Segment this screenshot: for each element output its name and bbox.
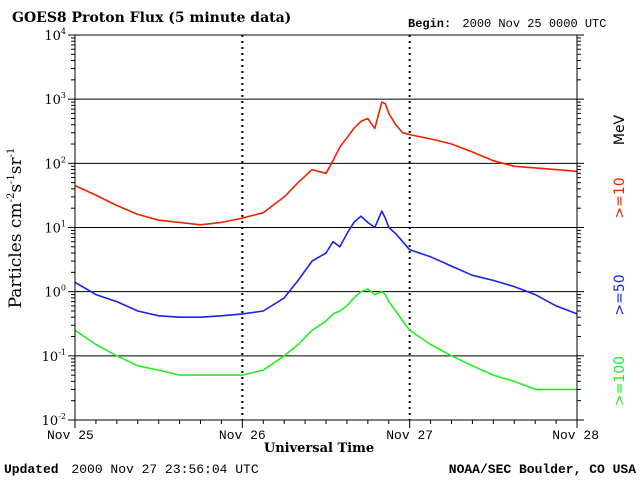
y-tick-label-exp: 0 [61,284,66,293]
y-tick-label-base: 10 [44,157,61,172]
x-tick-label: Nov 27 [386,428,433,443]
series-lines [74,101,578,391]
y-axis-label-exp1: -2 [6,193,17,203]
y-tick-label-exp: 3 [61,91,66,100]
mev-label: MeV [612,114,628,145]
y-tick-label: 10-2 [42,412,66,429]
x-tick-label: Nov 25 [47,428,94,443]
y-tick-label-exp: 1 [61,220,66,229]
x-tick-label: Nov 26 [219,428,266,443]
y-tick-label-exp: -1 [58,348,66,357]
y-tick-label: 103 [44,91,66,108]
legend-ge100: >=100 [612,356,628,406]
y-axis-label-exp2: -1 [6,174,17,184]
series-line-2 [74,210,578,319]
x-tick-labels: Nov 25 Nov 26 Nov 27 Nov 28 [47,428,599,443]
begin-label: Begin: [408,17,451,31]
series-line-3 [74,288,577,391]
footer-updated: Updated 2000 Nov 27 23:56:04 UTC [4,462,259,477]
y-tick-label: 102 [44,155,66,172]
y-axis-label-exp3: -1 [6,148,17,158]
legend-ge10: >=10 [612,177,628,218]
chart-title: GOES8 Proton Flux (5 minute data) [12,10,291,26]
y-tick-label-exp: 4 [61,27,66,36]
y-tick-label-exp: -2 [58,412,66,421]
footer-updated-value: 2000 Nov 27 23:56:04 UTC [71,462,258,477]
footer-updated-label: Updated [4,462,59,477]
y-tick-label-base: 10 [44,222,61,237]
begin-value: 2000 Nov 25 0000 UTC [462,17,606,31]
y-axis-label: Particles cm-2s-1sr-1 [6,148,26,309]
grid-lines [75,35,577,420]
legend-ge50: >=50 [612,274,628,315]
series-line-1 [74,101,578,226]
y-tick-label-base: 10 [42,350,59,365]
y-tick-label-base: 10 [44,93,61,108]
y-tick-label: 10-1 [42,348,66,365]
begin-info: Begin: 2000 Nov 25 0000 UTC [408,17,606,31]
y-tick-label: 104 [44,27,66,44]
y-axis-label-base: Particles cm [6,202,26,308]
y-tick-label-base: 10 [44,29,61,44]
footer-source: NOAA/SEC Boulder, CO USA [449,462,636,477]
axis-ticks [68,34,584,428]
y-tick-label-base: 10 [44,286,61,301]
x-axis-label: Universal Time [264,441,374,456]
y-tick-label: 100 [44,284,66,301]
plot-frame [74,34,578,421]
y-axis-label-s: s [6,184,26,193]
y-tick-label-base: 10 [42,414,59,429]
y-tick-label: 101 [44,220,66,237]
y-axis-label-sr: sr [6,156,26,174]
x-tick-label: Nov 28 [552,428,599,443]
y-tick-label-exp: 2 [61,155,66,164]
